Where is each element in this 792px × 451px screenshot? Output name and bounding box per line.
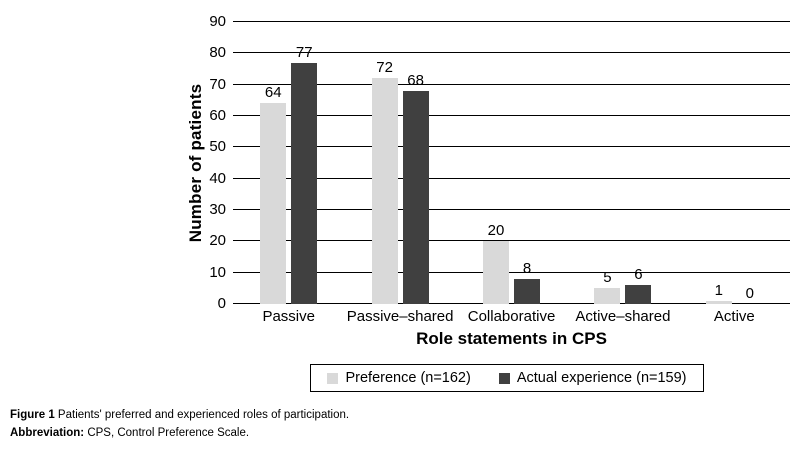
bar-preference-2: 20	[483, 222, 510, 304]
bar-groups: 64 77 72 68 20 8 5 6 1 0	[233, 22, 790, 304]
gridline-20	[233, 240, 790, 242]
y-tick-label-90: 90	[209, 13, 226, 30]
bar-actual-3: 6	[625, 266, 652, 304]
bar-value-label: 72	[376, 59, 393, 77]
bar-preference-0: 64	[260, 84, 287, 304]
bar-actual-2: 8	[514, 260, 541, 304]
y-tick-label-60: 60	[209, 107, 226, 124]
y-tick-label-20: 20	[209, 232, 226, 250]
figure-caption: Figure 1 Patients' preferred and experie…	[10, 406, 349, 442]
bar-preference-1: 72	[371, 59, 398, 304]
y-tick-label-80: 80	[209, 44, 226, 62]
x-axis-title: Role statements in CPS	[416, 329, 607, 348]
caption-abbrev-label: Abbreviation:	[10, 427, 85, 439]
gridline-0	[233, 303, 790, 304]
bar-value-label: 77	[295, 43, 313, 61]
gridline-30	[233, 209, 790, 210]
bar-group-0: 64 77	[233, 22, 344, 304]
caption-line-1: Figure 1 Patients' preferred and experie…	[10, 406, 349, 424]
legend-box: Preference (n=162) Actual experience (n=1…	[310, 364, 704, 392]
bar-value-label: 64	[264, 84, 282, 102]
y-tick-label-50: 50	[209, 138, 226, 156]
bar-group-2: 20 8	[456, 22, 567, 304]
y-tick-label-40: 40	[209, 169, 226, 187]
legend-swatch-icon	[327, 372, 339, 384]
y-tick-label-70: 70	[209, 75, 226, 93]
bar-value-label: 1	[714, 281, 723, 299]
bar-actual-1: 68	[402, 72, 429, 304]
x-category-label-0: Passive	[262, 308, 315, 325]
bar-group-1: 72 68	[344, 22, 455, 304]
legend-label: Preference (n=162)	[345, 370, 471, 386]
x-category-label-3: Active–shared	[575, 308, 671, 325]
bar-preference-4: 1	[705, 282, 732, 304]
bar-preference-3: 5	[594, 269, 621, 304]
bar-value-label: 5	[603, 269, 612, 287]
caption-line-2: Abbreviation: CPS, Control Preference Sc…	[10, 424, 349, 442]
gridline-60	[233, 115, 790, 116]
bar-value-label: 68	[407, 71, 424, 89]
legend-item-preference: Preference (n=162)	[327, 370, 471, 386]
legend-item-actual-experience: Actual experience (n=159)	[498, 370, 687, 386]
y-tick-label-0: 0	[217, 295, 226, 312]
bar-value-label: 6	[634, 266, 643, 284]
caption-figure-label: Figure 1	[10, 409, 55, 421]
legend-swatch-icon	[498, 372, 510, 384]
bar-actual-0: 77	[291, 44, 318, 304]
bar-value-label: 0	[745, 285, 754, 302]
bar-value-label: 8	[522, 259, 532, 277]
gridline-80	[233, 52, 790, 54]
caption-figure-text: Patients' preferred and experienced role…	[54, 409, 350, 421]
gridline-90	[233, 21, 790, 22]
bar-value-label: 20	[487, 222, 505, 240]
gridline-50	[233, 146, 790, 148]
gridline-10	[233, 271, 790, 273]
gridline-70	[233, 83, 790, 85]
plot-area: 64 77 72 68 20 8 5 6 1 0	[233, 21, 790, 304]
legend-label: Actual experience (n=159)	[516, 370, 687, 386]
gridline-40	[233, 177, 790, 179]
y-tick-label-30: 30	[209, 201, 226, 218]
y-tick-label-10: 10	[209, 263, 226, 281]
caption-abbrev-text: CPS, Control Preference Scale.	[84, 427, 250, 439]
x-category-label-2: Collaborative	[467, 308, 556, 325]
x-category-label-1: Passive–shared	[346, 308, 454, 325]
x-category-label-4: Active	[713, 308, 755, 325]
x-axis-labels: Passive Passive–shared Collaborative Active…	[233, 308, 790, 325]
